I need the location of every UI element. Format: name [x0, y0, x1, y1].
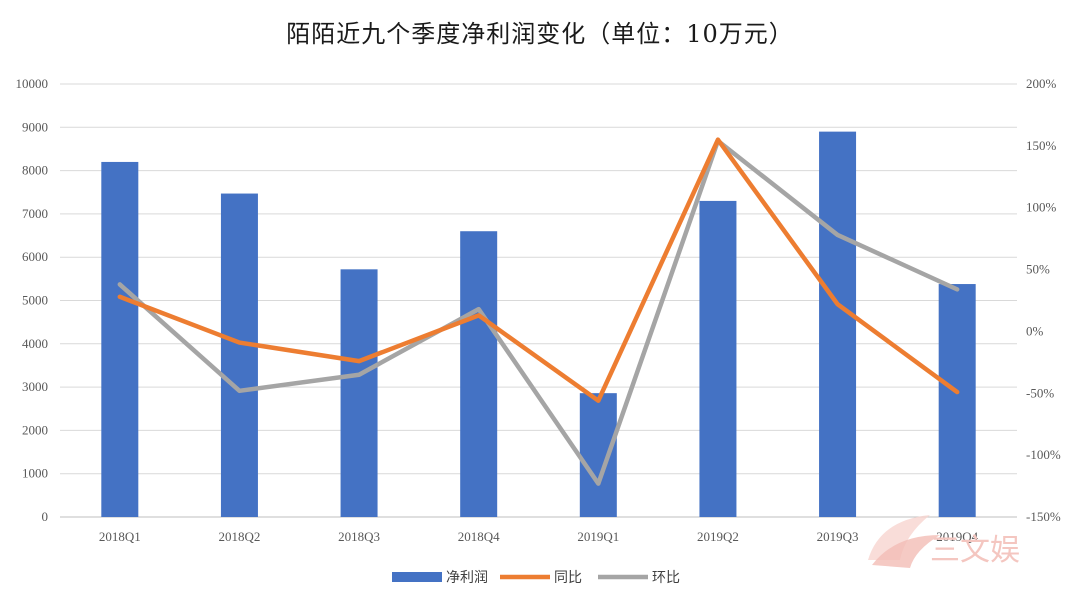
right-tick-label: 0%: [1026, 323, 1044, 338]
left-tick-label: 4000: [22, 336, 48, 351]
left-tick-label: 3000: [22, 379, 48, 394]
right-tick-label: 200%: [1026, 76, 1057, 91]
x-tick-label: 2018Q3: [338, 529, 380, 544]
bar-series: [101, 131, 976, 517]
bar: [340, 269, 378, 517]
x-axis: 2018Q1 2018Q2 2018Q3 2018Q4 2019Q1 2019Q2 2019…: [99, 529, 979, 544]
fan-logo-icon: [868, 515, 940, 568]
left-axis: 0 1000 2000 3000 4000 5000 6000 7000 8000 9000 100…: [16, 76, 49, 524]
right-tick-label: -150%: [1026, 509, 1061, 524]
x-tick-label: 2018Q2: [218, 529, 260, 544]
left-tick-label: 5000: [22, 293, 48, 308]
left-tick-label: 6000: [22, 249, 48, 264]
legend-label: 环比: [652, 570, 680, 586]
left-tick-label: 9000: [22, 119, 48, 134]
left-tick-label: 0: [42, 509, 49, 524]
left-tick-label: 10000: [16, 76, 49, 91]
series-line: [117, 137, 960, 403]
bar: [460, 231, 498, 517]
watermark-text: 三文娱: [930, 533, 1020, 568]
right-tick-label: 50%: [1026, 262, 1050, 277]
watermark: 三文娱: [868, 515, 1020, 568]
legend: 净利润 同比 环比: [392, 570, 680, 586]
x-tick-label: 2018Q1: [99, 529, 141, 544]
left-tick-label: 7000: [22, 206, 48, 221]
bar: [819, 131, 857, 517]
bar: [579, 393, 617, 517]
legend-label: 同比: [554, 570, 582, 586]
x-tick-label: 2019Q3: [817, 529, 859, 544]
left-tick-label: 8000: [22, 163, 48, 178]
bar: [938, 284, 976, 517]
bar: [101, 161, 139, 517]
right-tick-label: -100%: [1026, 447, 1061, 462]
x-tick-label: 2018Q4: [458, 529, 500, 544]
legend-label: 净利润: [446, 570, 488, 586]
x-tick-label: 2019Q2: [697, 529, 739, 544]
left-tick-label: 2000: [22, 422, 48, 437]
right-tick-label: 150%: [1026, 138, 1057, 153]
bar: [220, 193, 258, 517]
x-tick-label: 2019Q1: [577, 529, 619, 544]
right-tick-label: 100%: [1026, 200, 1057, 215]
right-tick-label: -50%: [1026, 385, 1054, 400]
line-series: [117, 137, 960, 486]
chart-title: 陌陌近九个季度净利润变化（单位：10万元）: [286, 20, 794, 48]
series-line: [117, 138, 960, 486]
gridlines: [60, 83, 1017, 518]
x-tick-label: 2019Q4: [936, 529, 978, 544]
right-axis: -150% -100% -50% 0% 50% 100% 150% 200%: [1026, 76, 1061, 524]
bar: [699, 200, 737, 517]
left-tick-label: 1000: [22, 466, 48, 481]
legend-swatch: [392, 572, 442, 582]
